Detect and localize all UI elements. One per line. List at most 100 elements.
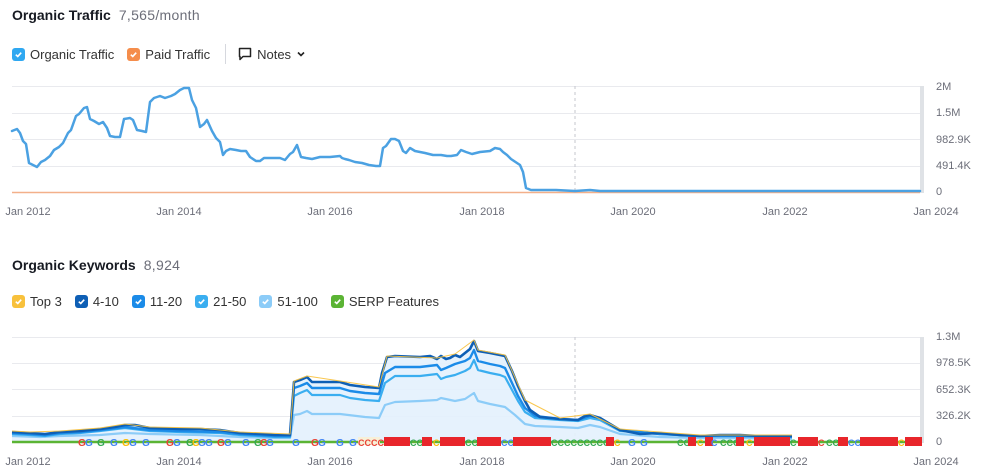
svg-text:G: G (292, 438, 300, 449)
x-tick: Jan 2012 (5, 456, 50, 468)
legend-serp-features[interactable]: SERP Features (330, 294, 439, 309)
traffic-x-axis: Jan 2012 Jan 2014 Jan 2016 Jan 2018 Jan … (5, 206, 958, 218)
x-tick: Jan 2012 (5, 206, 50, 218)
svg-text:G: G (640, 438, 648, 449)
legend-51-100[interactable]: 51-100 (259, 294, 318, 309)
chevron-down-icon (297, 51, 305, 57)
svg-text:G: G (311, 438, 319, 449)
traffic-title-text: Organic Traffic (12, 7, 111, 23)
keywords-count: 8,924 (143, 257, 181, 273)
svg-text:G: G (97, 438, 105, 449)
y-tick: 491.4K (936, 160, 972, 172)
gridlines (12, 86, 920, 167)
legend-label: Paid Traffic (145, 46, 211, 62)
svg-text:G: G (186, 438, 194, 449)
traffic-title: Organic Traffic 7,565/month (12, 7, 200, 23)
checkbox-checked-icon[interactable] (259, 295, 273, 308)
keywords-y-axis: 1.3M 978.5K 652.3K 326.2K 0 (936, 331, 972, 448)
svg-text:G: G (628, 438, 636, 449)
serp-flag-icons: CCCCC CC C CC CC CCCCCCCCC C G G CC C C … (358, 437, 922, 449)
legend-divider (225, 44, 227, 64)
svg-text:G: G (260, 438, 268, 449)
y-tick: 982.9K (936, 134, 972, 146)
svg-text:CC: CC (410, 438, 423, 448)
comment-icon (238, 47, 252, 61)
legend-21-50[interactable]: 21-50 (195, 294, 246, 309)
legend-top-3[interactable]: Top 3 (12, 294, 62, 309)
keywords-x-axis: Jan 2012 Jan 2014 Jan 2016 Jan 2018 Jan … (5, 456, 958, 468)
svg-text:C: C (746, 438, 753, 448)
legend-label: 21-50 (213, 294, 247, 309)
legend-paid-traffic[interactable]: Paid Traffic (127, 47, 210, 62)
legend-4-10[interactable]: 4-10 (74, 294, 119, 309)
legend-organic-traffic[interactable]: Organic Traffic (12, 47, 114, 62)
line-top-3 (11, 339, 792, 436)
keywords-title-text: Organic Keywords (12, 257, 136, 273)
organic-traffic-line (10, 86, 922, 193)
x-tick: Jan 2016 (307, 206, 352, 218)
checkbox-checked-icon[interactable] (195, 295, 209, 308)
checkbox-checked-icon[interactable] (12, 47, 25, 61)
svg-text:CC: CC (826, 438, 839, 448)
checkbox-checked-icon[interactable] (74, 295, 88, 308)
svg-text:G: G (166, 438, 174, 449)
legend-label: Organic Traffic (30, 46, 115, 62)
x-tick: Jan 2020 (610, 456, 655, 468)
y-tick: 0 (936, 436, 942, 448)
x-tick: Jan 2022 (762, 206, 807, 218)
svg-text:CCC: CCC (720, 438, 740, 448)
svg-text:C: C (790, 438, 797, 448)
legend-label: 4-10 (92, 294, 119, 309)
keywords-area-fill (12, 340, 792, 442)
legend-label: Top 3 (30, 294, 62, 309)
keywords-title: Organic Keywords 8,924 (12, 257, 180, 273)
x-tick: Jan 2014 (156, 206, 201, 218)
svg-text:G: G (129, 438, 137, 449)
y-tick: 652.3K (936, 384, 972, 396)
x-tick: Jan 2014 (156, 456, 201, 468)
svg-text:G: G (217, 438, 225, 449)
traffic-y-axis: 2M 1.5M 982.9K 491.4K 0 (936, 81, 972, 198)
y-tick: 978.5K (936, 357, 972, 369)
checkbox-checked-icon[interactable] (12, 295, 25, 308)
svg-text:G: G (173, 438, 181, 449)
svg-text:C: C (711, 438, 718, 448)
traffic-count: 7,565/month (118, 7, 200, 23)
checkbox-checked-icon[interactable] (330, 295, 344, 308)
svg-text:CCCCCCCCC: CCCCCCCCC (551, 438, 610, 448)
line-4-10 (11, 339, 792, 438)
y-tick: 1.5M (936, 107, 960, 119)
svg-text:G: G (254, 438, 262, 449)
svg-text:G: G (205, 438, 213, 449)
x-tick: Jan 2018 (459, 206, 504, 218)
legend-11-20[interactable]: 11-20 (131, 294, 182, 309)
y-tick: 2M (936, 81, 951, 93)
chart-scrollbar[interactable] (920, 86, 924, 193)
checkbox-checked-icon[interactable] (131, 295, 145, 308)
svg-text:G: G (198, 438, 206, 449)
svg-text:G: G (336, 438, 344, 449)
x-tick: Jan 2024 (913, 206, 958, 218)
checkbox-checked-icon[interactable] (127, 47, 141, 61)
svg-text:G: G (266, 438, 274, 449)
svg-text:CC: CC (677, 438, 690, 448)
x-tick: Jan 2016 (307, 456, 352, 468)
svg-text:C: C (898, 438, 905, 448)
keywords-legend: Top 3 4-10 11-20 21-50 51-100 SERP Featu… (12, 294, 452, 309)
x-tick: Jan 2022 (762, 456, 807, 468)
legend-label: 51-100 (277, 294, 318, 309)
x-tick: Jan 2020 (610, 206, 655, 218)
svg-text:C: C (697, 438, 704, 448)
svg-text:G: G (122, 438, 130, 449)
svg-text:CC: CC (848, 438, 861, 448)
svg-text:G: G (110, 438, 118, 449)
svg-text:G: G (142, 438, 150, 449)
notes-dropdown[interactable]: Notes (238, 47, 312, 62)
svg-text:CC: CC (501, 438, 514, 448)
traffic-legend: Organic Traffic Paid Traffic Notes (12, 44, 312, 64)
svg-text:CC: CC (465, 438, 478, 448)
svg-text:G: G (318, 438, 326, 449)
chart-scrollbar[interactable] (920, 337, 924, 443)
